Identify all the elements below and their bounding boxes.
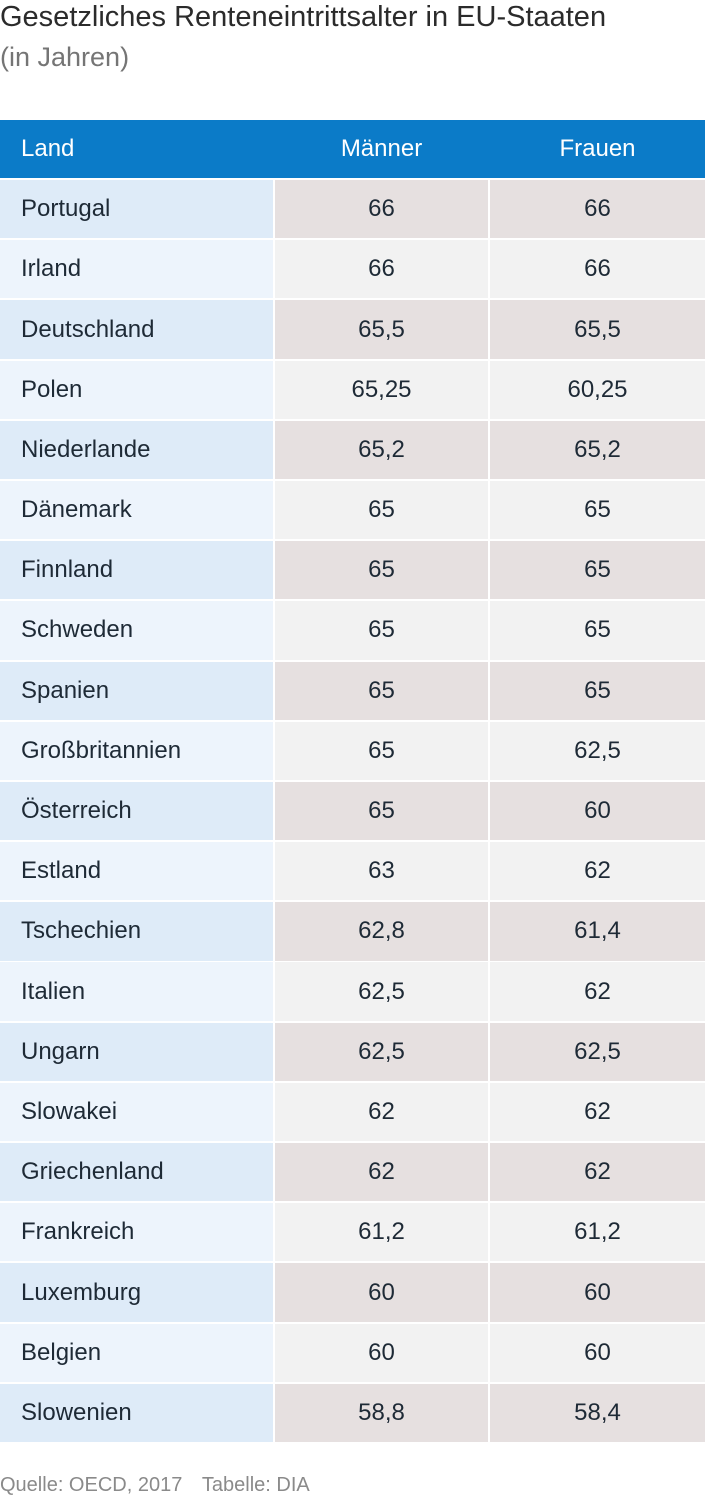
land-cell: Estland bbox=[0, 842, 273, 901]
frauen-cell: 60 bbox=[490, 781, 705, 841]
frauen-cell: 65 bbox=[490, 601, 705, 660]
land-cell: Irland bbox=[0, 240, 273, 299]
table-row: Großbritannien 65 62,5 bbox=[0, 721, 705, 780]
frauen-cell: 65,2 bbox=[490, 420, 705, 480]
land-cell: Schweden bbox=[0, 601, 273, 660]
column-header-land: Land bbox=[21, 135, 75, 162]
table-header: Land Männer Frauen bbox=[0, 120, 705, 178]
frauen-cell: 65 bbox=[490, 661, 705, 720]
frauen-cell: 62 bbox=[490, 842, 705, 901]
source-quelle: Quelle: OECD, 2017 bbox=[0, 1474, 183, 1496]
land-cell: Deutschland bbox=[0, 300, 273, 359]
table-row: Italien 62,5 62 bbox=[0, 962, 705, 1021]
frauen-cell: 65 bbox=[490, 541, 705, 600]
maenner-cell: 65 bbox=[275, 781, 488, 841]
land-cell: Finnland bbox=[0, 541, 273, 600]
maenner-cell: 65,2 bbox=[275, 420, 488, 480]
maenner-cell: 62,5 bbox=[275, 1022, 488, 1081]
table-body: Portugal 66 66 Irland 66 66 Deutschland 65,5 65,… bbox=[0, 180, 705, 1443]
table-row: Österreich 65 60 bbox=[0, 781, 705, 841]
maenner-cell: 60 bbox=[275, 1263, 488, 1322]
frauen-cell: 62,5 bbox=[490, 1022, 705, 1081]
maenner-cell: 62 bbox=[275, 1143, 488, 1202]
frauen-cell: 61,4 bbox=[490, 902, 705, 961]
maenner-cell: 60 bbox=[275, 1323, 488, 1382]
maenner-cell: 65 bbox=[275, 721, 488, 780]
source-note: Quelle: OECD, 2017 Tabelle: DIA bbox=[0, 1474, 310, 1497]
table-row: Ungarn 62,5 62,5 bbox=[0, 1022, 705, 1081]
table-row: Griechenland 62 62 bbox=[0, 1143, 705, 1202]
table-row: Slowakei 62 62 bbox=[0, 1082, 705, 1142]
source-tabelle: Tabelle: DIA bbox=[201, 1474, 310, 1496]
maenner-cell: 61,2 bbox=[275, 1203, 488, 1262]
frauen-cell: 66 bbox=[490, 180, 705, 239]
land-cell: Ungarn bbox=[0, 1022, 273, 1081]
page-subtitle: (in Jahren) bbox=[0, 42, 130, 72]
land-cell: Belgien bbox=[0, 1323, 273, 1382]
frauen-cell: 60 bbox=[490, 1323, 705, 1382]
table-row: Finnland 65 65 bbox=[0, 541, 705, 600]
land-cell: Slowakei bbox=[0, 1082, 273, 1142]
maenner-cell: 65 bbox=[275, 541, 488, 600]
maenner-cell: 62 bbox=[275, 1082, 488, 1142]
page-title: Gesetzliches Renteneintrittsalter in EU-… bbox=[0, 1, 607, 33]
column-header-frauen: Frauen bbox=[559, 135, 636, 162]
column-header-maenner: Männer bbox=[340, 135, 423, 162]
frauen-cell: 62 bbox=[490, 1082, 705, 1142]
table-row: Frankreich 61,2 61,2 bbox=[0, 1203, 705, 1262]
maenner-cell: 65 bbox=[275, 601, 488, 660]
land-cell: Portugal bbox=[0, 180, 273, 239]
frauen-cell: 60 bbox=[490, 1263, 705, 1322]
land-cell: Frankreich bbox=[0, 1203, 273, 1262]
land-cell: Italien bbox=[0, 962, 273, 1021]
table-row: Portugal 66 66 bbox=[0, 180, 705, 239]
frauen-cell: 58,4 bbox=[490, 1383, 705, 1443]
table-row: Deutschland 65,5 65,5 bbox=[0, 300, 705, 359]
land-cell: Großbritannien bbox=[0, 721, 273, 780]
maenner-cell: 66 bbox=[275, 180, 488, 239]
table-row: Belgien 60 60 bbox=[0, 1323, 705, 1382]
maenner-cell: 62,5 bbox=[275, 962, 488, 1021]
table-row: Slowenien 58,8 58,4 bbox=[0, 1383, 705, 1443]
maenner-cell: 62,8 bbox=[275, 902, 488, 961]
maenner-cell: 58,8 bbox=[275, 1383, 488, 1443]
frauen-cell: 62,5 bbox=[490, 721, 705, 780]
table-row: Luxemburg 60 60 bbox=[0, 1263, 705, 1322]
maenner-cell: 65 bbox=[275, 661, 488, 720]
table-row: Niederlande 65,2 65,2 bbox=[0, 420, 705, 480]
land-cell: Slowenien bbox=[0, 1383, 273, 1443]
land-cell: Tschechien bbox=[0, 902, 273, 961]
maenner-cell: 65,5 bbox=[275, 300, 488, 359]
land-cell: Luxemburg bbox=[0, 1263, 273, 1322]
frauen-cell: 62 bbox=[490, 1143, 705, 1202]
maenner-cell: 66 bbox=[275, 240, 488, 299]
frauen-cell: 66 bbox=[490, 240, 705, 299]
table-row: Spanien 65 65 bbox=[0, 661, 705, 720]
table-row: Polen 65,25 60,25 bbox=[0, 360, 705, 419]
table-row: Dänemark 65 65 bbox=[0, 480, 705, 540]
retirement-age-table: Land Männer Frauen Portugal 66 66 Irland 66 6… bbox=[0, 120, 705, 1444]
table-row: Tschechien 62,8 61,4 bbox=[0, 902, 705, 961]
land-cell: Polen bbox=[0, 360, 273, 419]
frauen-cell: 60,25 bbox=[490, 360, 705, 419]
maenner-cell: 65,25 bbox=[275, 360, 488, 419]
table-row: Schweden 65 65 bbox=[0, 601, 705, 660]
land-cell: Österreich bbox=[0, 781, 273, 841]
frauen-cell: 62 bbox=[490, 962, 705, 1021]
frauen-cell: 61,2 bbox=[490, 1203, 705, 1262]
land-cell: Griechenland bbox=[0, 1143, 273, 1202]
table-row: Irland 66 66 bbox=[0, 240, 705, 299]
maenner-cell: 65 bbox=[275, 480, 488, 540]
maenner-cell: 63 bbox=[275, 842, 488, 901]
frauen-cell: 65 bbox=[490, 480, 705, 540]
land-cell: Dänemark bbox=[0, 480, 273, 540]
frauen-cell: 65,5 bbox=[490, 300, 705, 359]
land-cell: Spanien bbox=[0, 661, 273, 720]
land-cell: Niederlande bbox=[0, 420, 273, 480]
table-row: Estland 63 62 bbox=[0, 842, 705, 901]
